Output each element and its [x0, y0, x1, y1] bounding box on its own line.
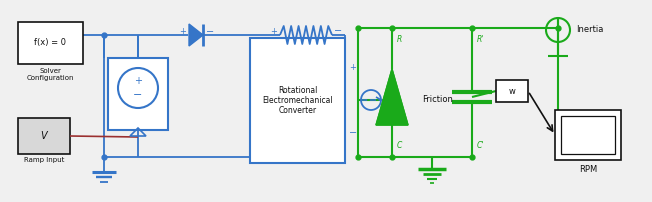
Text: +: + — [349, 63, 356, 73]
Text: −: − — [133, 90, 143, 100]
Text: −: − — [334, 26, 342, 36]
Text: Rotational
Electromechanical
Converter: Rotational Electromechanical Converter — [262, 86, 333, 115]
Text: −: − — [349, 128, 357, 138]
Bar — [555, 110, 621, 160]
Text: C': C' — [477, 141, 484, 149]
Text: Friction: Friction — [422, 95, 453, 103]
Polygon shape — [376, 69, 408, 125]
Text: C: C — [397, 141, 402, 149]
Text: −: − — [206, 27, 214, 37]
Text: RPM: RPM — [579, 165, 597, 174]
Bar — [496, 80, 528, 102]
Text: Solver
Configuration: Solver Configuration — [27, 68, 74, 81]
Text: Inertia: Inertia — [576, 25, 603, 35]
Text: f(x) = 0: f(x) = 0 — [35, 39, 67, 47]
Text: R': R' — [477, 36, 484, 44]
Text: w: w — [509, 86, 516, 96]
Text: +: + — [179, 27, 186, 37]
Text: +: + — [271, 26, 278, 36]
Text: Ramp Input: Ramp Input — [24, 157, 64, 163]
Polygon shape — [376, 69, 408, 125]
Text: V: V — [40, 131, 48, 141]
Text: +: + — [134, 76, 142, 86]
Bar — [108, 58, 168, 130]
Text: R: R — [397, 36, 402, 44]
Bar — [250, 38, 345, 163]
Bar — [18, 118, 70, 154]
Bar — [561, 116, 615, 154]
Bar — [18, 22, 83, 64]
Polygon shape — [189, 24, 203, 46]
